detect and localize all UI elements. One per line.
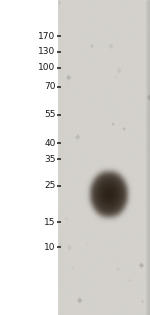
Bar — [147, 0, 148, 315]
Bar — [149, 0, 150, 315]
Text: 55: 55 — [44, 111, 56, 119]
Text: 100: 100 — [38, 63, 56, 72]
Text: 15: 15 — [44, 218, 56, 226]
Bar — [146, 0, 147, 315]
Text: 70: 70 — [44, 82, 56, 91]
Text: 10: 10 — [44, 243, 56, 252]
Text: 130: 130 — [38, 48, 56, 56]
Text: 35: 35 — [44, 155, 56, 163]
Text: 40: 40 — [44, 139, 56, 148]
Text: 170: 170 — [38, 32, 56, 41]
Text: 25: 25 — [44, 181, 56, 190]
